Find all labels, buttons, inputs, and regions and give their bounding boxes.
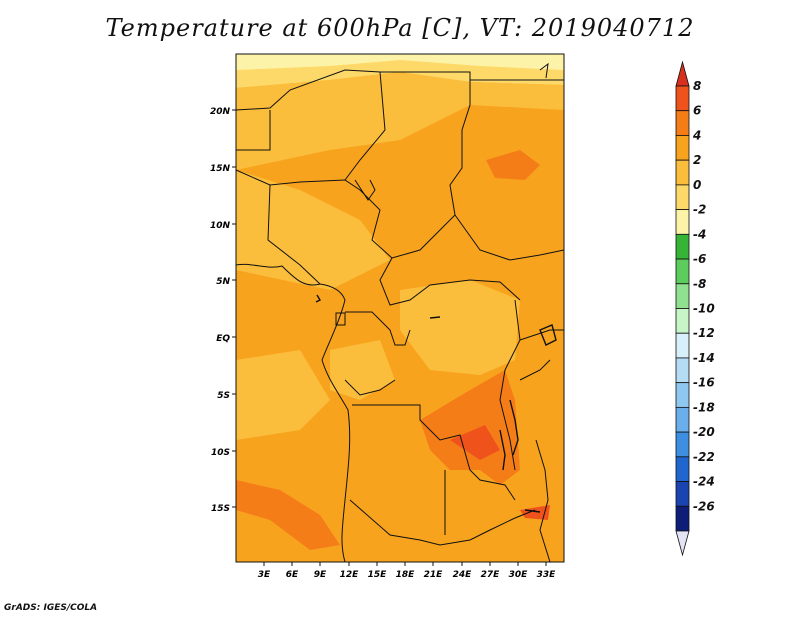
latitude-axis: 20N 15N 10N 5N EQ 5S 10S 15S [210, 107, 236, 514]
lon-label-21e: 21E [424, 570, 444, 580]
lon-label-6e: 6E [286, 570, 299, 580]
colorbar-box [675, 85, 690, 112]
lon-label-30e: 30E [509, 570, 529, 580]
longitude-axis: 3E 6E 9E 12E 15E 18E 21E 24E 27E 30E 33E [258, 562, 556, 580]
colorbar-box [675, 481, 690, 507]
lakes [315, 294, 557, 513]
colorbar-label: -24 [693, 475, 715, 489]
lon-label-12e: 12E [340, 570, 360, 580]
colorbar-label: -26 [693, 499, 715, 513]
colorbar-label: -14 [693, 351, 715, 365]
lat-label-15s: 15S [211, 504, 230, 514]
colorbar-box [675, 159, 690, 186]
temperature-field [236, 54, 564, 562]
lat-label-15n: 15N [210, 164, 231, 174]
colorbar-box [675, 209, 690, 235]
colorbar: 8 6 4 2 0 -2 -4 -6 -8 -10 -12 -14 -16 -18 -20 -22 -24 -26 [675, 60, 715, 557]
chart-title: Temperature at 600hPa [C], VT: 201904071… [105, 14, 695, 42]
lon-label-3e: 3E [258, 570, 271, 580]
colorbar-box [675, 258, 690, 285]
lat-label-5s: 5S [217, 391, 230, 401]
colorbar-box [675, 332, 690, 359]
lon-label-15e: 15E [368, 570, 388, 580]
colorbar-label: -12 [693, 326, 715, 340]
colorbar-label: -6 [693, 252, 706, 266]
colorbar-box [675, 283, 690, 309]
colorbar-top-arrow [675, 60, 690, 87]
colorbar-label: -8 [693, 277, 706, 291]
colorbar-label: -4 [693, 227, 706, 241]
lat-label-10n: 10N [210, 221, 231, 231]
map-frame [235, 53, 565, 563]
lat-label-10s: 10S [211, 448, 230, 458]
colorbar-label: -2 [693, 203, 706, 217]
colorbar-label: 4 [692, 128, 701, 142]
lon-label-18e: 18E [396, 570, 416, 580]
colorbar-label: -18 [693, 400, 715, 414]
colorbar-label: -22 [693, 450, 715, 464]
colorbar-label: 6 [693, 104, 701, 118]
colorbar-box [675, 382, 690, 408]
colorbar-label: 2 [693, 153, 701, 167]
colorbar-box [675, 308, 690, 334]
colorbar-box [675, 505, 690, 532]
colorbar-box [675, 456, 690, 482]
colorbar-box [675, 406, 690, 433]
colorbar-label: -16 [693, 376, 715, 390]
colorbar-box [675, 184, 690, 211]
colorbar-label: -20 [693, 425, 715, 439]
country-borders [235, 62, 565, 563]
colorbar-label: -10 [693, 302, 715, 316]
lat-label-eq: EQ [216, 334, 230, 344]
colorbar-label: 0 [693, 178, 701, 192]
lat-label-5n: 5N [216, 277, 230, 287]
colorbar-label: 8 [693, 79, 701, 93]
lat-label-20n: 20N [210, 107, 231, 117]
colorbar-box [675, 357, 690, 384]
colorbar-box [675, 233, 690, 260]
colorbar-bottom-arrow [675, 530, 690, 557]
lon-label-9e: 9E [314, 570, 327, 580]
lon-label-27e: 27E [481, 570, 501, 580]
colorbar-box [675, 135, 690, 161]
grads-credit: GrADS: IGES/COLA [4, 603, 98, 613]
colorbar-box [675, 110, 690, 136]
colorbar-box [675, 431, 690, 458]
lon-label-33e: 33E [537, 570, 557, 580]
lon-label-24e: 24E [453, 570, 473, 580]
